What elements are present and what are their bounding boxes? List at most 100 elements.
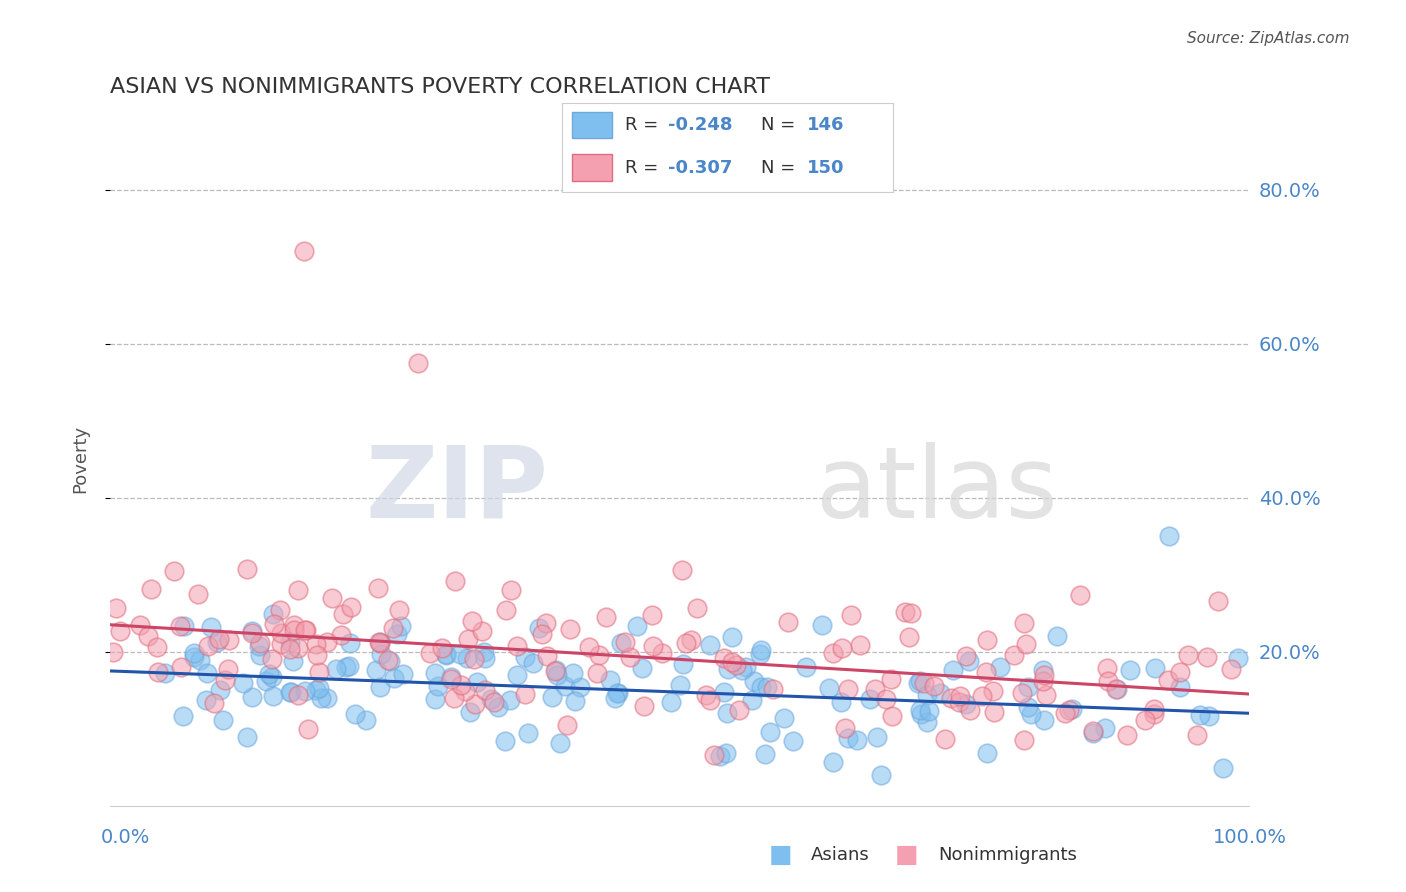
Point (976, 746, 998, 760)
Point (513, 687, 536, 701)
Text: Source: ZipAtlas.com: Source: ZipAtlas.com (1187, 31, 1350, 46)
Point (367, 635, 389, 649)
Point (423, 666, 446, 681)
Point (387, 627, 409, 641)
Point (208, 632, 231, 647)
Point (606, 686, 628, 700)
Point (695, 688, 717, 702)
Point (1002, 648, 1025, 662)
Point (633, 698, 655, 713)
Point (922, 679, 945, 693)
Point (370, 634, 392, 648)
Point (343, 706, 366, 721)
Point (1105, 682, 1128, 697)
Point (721, 630, 744, 644)
Point (949, 690, 972, 704)
Point (170, 660, 193, 674)
Point (614, 635, 637, 649)
Point (1177, 648, 1199, 663)
Point (724, 657, 747, 672)
Point (669, 678, 692, 692)
Point (713, 651, 735, 665)
Point (1069, 588, 1091, 602)
Point (595, 610, 617, 624)
Point (440, 673, 463, 687)
Point (560, 622, 582, 636)
Point (281, 654, 304, 668)
Text: R =: R = (626, 159, 664, 177)
Point (454, 684, 477, 698)
Point (1060, 702, 1083, 716)
Text: 100.0%: 100.0% (1212, 828, 1286, 847)
Point (368, 680, 391, 694)
Point (388, 603, 411, 617)
Point (1035, 688, 1057, 702)
Point (235, 562, 257, 576)
Point (486, 700, 509, 714)
Text: 146: 146 (807, 116, 845, 134)
Point (1189, 707, 1212, 722)
Point (309, 690, 332, 705)
Text: 0.0%: 0.0% (101, 828, 150, 847)
Point (955, 698, 977, 712)
Point (464, 698, 486, 712)
Point (675, 636, 697, 650)
Point (865, 681, 887, 696)
Text: Nonimmigrants: Nonimmigrants (938, 846, 1077, 863)
Text: Asians: Asians (811, 846, 870, 863)
Point (249, 636, 271, 650)
Point (831, 640, 853, 655)
Point (976, 632, 998, 647)
Point (988, 660, 1011, 674)
Point (536, 649, 558, 664)
Point (378, 654, 401, 668)
Point (430, 641, 453, 656)
Point (444, 574, 467, 588)
Point (1220, 662, 1243, 676)
Point (370, 636, 392, 650)
Point (270, 626, 292, 640)
Point (830, 694, 852, 708)
Point (1081, 726, 1104, 740)
Text: ZIP: ZIP (366, 442, 548, 539)
Point (1197, 650, 1219, 665)
Point (1014, 615, 1036, 630)
Point (1033, 668, 1056, 682)
Point (163, 564, 186, 578)
Point (554, 679, 576, 693)
Point (934, 732, 956, 747)
Point (948, 694, 970, 708)
Point (837, 681, 859, 696)
Point (679, 632, 702, 647)
Point (406, 356, 429, 370)
Point (172, 708, 194, 723)
Point (1115, 728, 1137, 742)
Point (236, 731, 259, 745)
Point (1054, 706, 1077, 720)
Point (197, 665, 219, 680)
Point (716, 706, 738, 720)
Point (392, 666, 415, 681)
Point (713, 684, 735, 698)
Point (260, 652, 283, 666)
Text: ■: ■ (896, 843, 918, 866)
Point (721, 655, 744, 669)
Point (1046, 629, 1069, 643)
Point (461, 614, 484, 628)
Point (1094, 722, 1116, 736)
Point (717, 662, 740, 676)
Point (269, 603, 291, 617)
Point (212, 713, 235, 727)
Point (471, 624, 494, 638)
Point (304, 682, 326, 697)
Point (249, 648, 271, 663)
Point (546, 668, 568, 682)
Point (671, 563, 693, 577)
Point (1133, 713, 1156, 727)
Point (929, 686, 952, 700)
Point (472, 645, 495, 659)
Text: -0.307: -0.307 (668, 159, 733, 177)
Point (316, 635, 339, 649)
Point (555, 717, 578, 731)
Point (364, 663, 387, 677)
